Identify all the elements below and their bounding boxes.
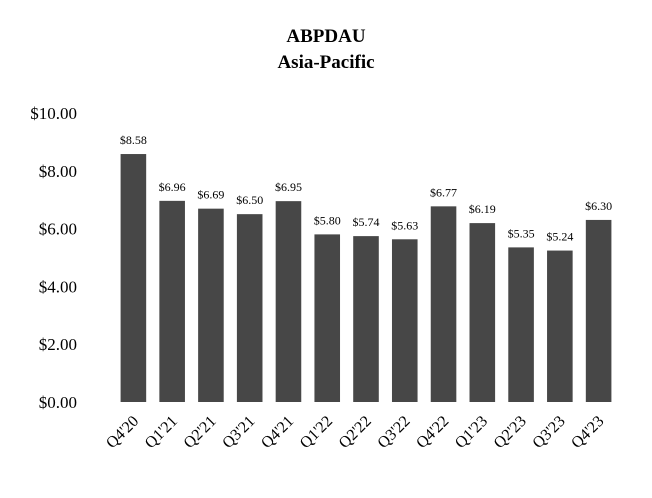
x-tick-label: Q2'22 (336, 413, 375, 452)
bar (585, 219, 612, 402)
x-axis: Q4'20 Q1'21 Q2'21 Q3'21 Q4'21 Q1'22 Q2'22 Q3'22… (103, 413, 607, 452)
data-label: $6.96 (159, 180, 186, 194)
x-tick-label: Q3'23 (529, 413, 568, 452)
data-label: $5.74 (353, 215, 380, 229)
data-label: $6.19 (469, 202, 496, 216)
bar (236, 214, 263, 402)
data-label: $8.58 (120, 133, 147, 147)
x-tick-label: Q4'23 (568, 413, 607, 452)
y-tick-label: $0.00 (39, 393, 77, 412)
bar (314, 234, 341, 402)
y-axis: $0.00 $2.00 $4.00 $6.00 $8.00 $10.00 (30, 104, 77, 412)
bar (275, 201, 302, 402)
bar (159, 200, 185, 402)
y-tick-label: $6.00 (39, 220, 77, 239)
data-label: $6.50 (236, 193, 263, 207)
x-tick-label: Q2'23 (491, 413, 530, 452)
data-labels: $8.58 $6.96 $6.69 $6.50 $6.95 $5.80 $5.74 $5.63… (120, 133, 612, 244)
bar (547, 250, 573, 402)
data-label: $5.63 (391, 218, 418, 232)
x-tick-label: Q4'22 (413, 413, 452, 452)
y-tick-label: $4.00 (39, 277, 77, 296)
x-tick-label: Q3'21 (219, 413, 258, 452)
x-tick-label: Q2'21 (181, 413, 220, 452)
bars (120, 154, 612, 402)
data-label: $6.95 (275, 180, 302, 194)
y-tick-label: $8.00 (39, 162, 77, 181)
bar (353, 236, 379, 402)
data-label: $6.30 (585, 199, 612, 213)
x-tick-label: Q3'22 (374, 413, 413, 452)
bar (469, 223, 496, 402)
data-label: $5.24 (546, 230, 573, 244)
bar (508, 247, 534, 402)
chart-subtitle: Asia-Pacific (277, 52, 375, 73)
bar (430, 206, 457, 402)
data-label: $5.80 (314, 213, 341, 227)
data-label: $6.77 (430, 185, 457, 199)
x-tick-label: Q4'20 (103, 413, 142, 452)
data-label: $5.35 (508, 226, 535, 240)
y-tick-label: $2.00 (39, 335, 77, 354)
data-label: $6.69 (197, 188, 224, 202)
x-tick-label: Q4'21 (258, 413, 297, 452)
bar (391, 239, 418, 402)
chart-title: ABPDAU (286, 26, 366, 47)
bar (198, 208, 224, 402)
x-tick-label: Q1'22 (297, 413, 336, 452)
y-tick-label: $10.00 (30, 104, 77, 123)
x-tick-label: Q1'21 (142, 413, 181, 452)
bar (120, 154, 147, 402)
x-tick-label: Q1'23 (452, 413, 491, 452)
